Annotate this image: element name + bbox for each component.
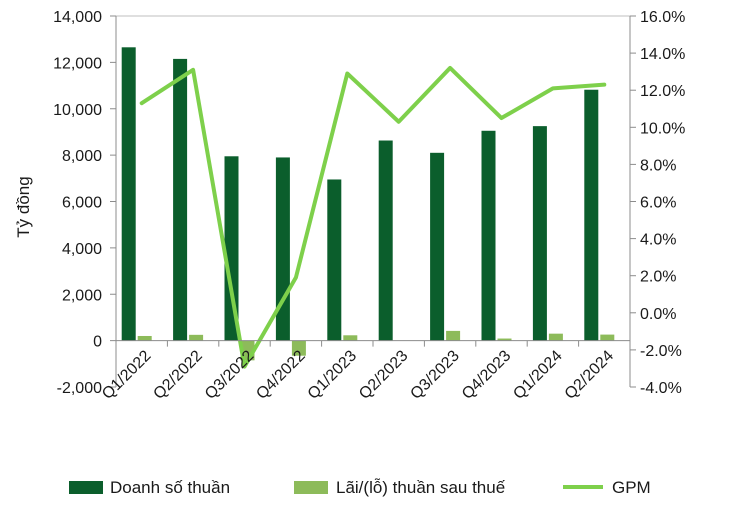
y-axis-left-tick-label: 10,000 <box>53 102 102 119</box>
y-axis-right-tick-label: 2.0% <box>640 269 676 286</box>
bar-doanh-so-thuan <box>430 152 445 341</box>
legend-label-gpm: GPM <box>612 478 651 497</box>
y-axis-left-tick-label: -2,000 <box>57 380 102 397</box>
y-axis-right-tick-label: 16.0% <box>640 9 685 26</box>
legend-swatch-doanh-so-thuan <box>69 481 103 494</box>
legend: Doanh số thuần Lãi/(lỗ) thuần sau thuế GPM <box>69 478 651 497</box>
legend-label-doanh-so-thuan: Doanh số thuần <box>110 478 230 497</box>
legend-label-lai-lo-thuan: Lãi/(lỗ) thuần sau thuế <box>336 478 506 497</box>
y-axis-left-tick-label: 2,000 <box>62 287 102 304</box>
bar-lai-lo-thuan <box>548 333 563 341</box>
x-axis-tick-label: Q1/2024 <box>510 347 565 402</box>
y-axis-left-tick-label: 8,000 <box>62 148 102 165</box>
x-axis-tick-label: Q4/2023 <box>459 347 514 402</box>
x-axis-tick-label: Q1/2022 <box>99 347 154 402</box>
bar-lai-lo-thuan <box>343 335 358 341</box>
bar-doanh-so-thuan <box>275 157 290 341</box>
bar-doanh-so-thuan <box>173 58 188 341</box>
y-axis-right-tick-label: 12.0% <box>640 83 685 100</box>
y-axis-right-tick-label: 8.0% <box>640 157 676 174</box>
legend-swatch-lai-lo-thuan <box>294 481 328 494</box>
y-axis-left-tick-label: 14,000 <box>53 9 102 26</box>
gpm-line <box>139 65 607 369</box>
gpm-line-layer <box>139 65 607 369</box>
y-axis-right-tick-label: 4.0% <box>640 232 676 249</box>
bar-doanh-so-thuan <box>532 126 547 341</box>
bar-lai-lo-thuan <box>137 335 152 341</box>
y-axis-left-tick-label: 12,000 <box>53 55 102 72</box>
y-axis-left-tick-label: 4,000 <box>62 241 102 258</box>
x-axis-tick-label: Q1/2023 <box>305 347 360 402</box>
bar-doanh-so-thuan <box>378 140 393 341</box>
y-axis-right-tick-label: 14.0% <box>640 46 685 63</box>
x-axis-tick-label: Q3/2023 <box>407 347 462 402</box>
y-axis-label: Tỷ đồng <box>14 176 33 237</box>
x-axis-tick-label: Q4/2022 <box>253 347 308 402</box>
y-axis-right-tick-label: -4.0% <box>640 380 682 397</box>
bars-layer <box>121 47 615 361</box>
bar-doanh-so-thuan <box>224 156 239 341</box>
bar-lai-lo-thuan <box>497 338 512 341</box>
y-axis-right-tick-label: -2.0% <box>640 343 682 360</box>
bar-lai-lo-thuan <box>600 334 615 341</box>
y-axis-right-tick-label: 6.0% <box>640 195 676 212</box>
bar-doanh-so-thuan <box>121 47 136 341</box>
y-axis-left-tick-label: 6,000 <box>62 195 102 212</box>
y-axis-left-tick-label: 0 <box>93 334 102 351</box>
bar-lai-lo-thuan <box>291 340 306 356</box>
bar-doanh-so-thuan <box>481 130 496 341</box>
x-axis-tick-label: Q2/2023 <box>356 347 411 402</box>
bar-lai-lo-thuan <box>446 330 461 341</box>
bar-doanh-so-thuan <box>584 89 599 341</box>
x-axis-tick-label: Q3/2022 <box>202 347 257 402</box>
y-axis-right-tick-label: 0.0% <box>640 306 676 323</box>
bar-doanh-so-thuan <box>327 179 342 341</box>
bar-lai-lo-thuan <box>189 334 204 341</box>
y-axis-right-tick-label: 10.0% <box>640 120 685 137</box>
x-axis-tick-label: Q2/2024 <box>562 347 617 402</box>
x-axis-tick-label: Q2/2022 <box>150 347 205 402</box>
